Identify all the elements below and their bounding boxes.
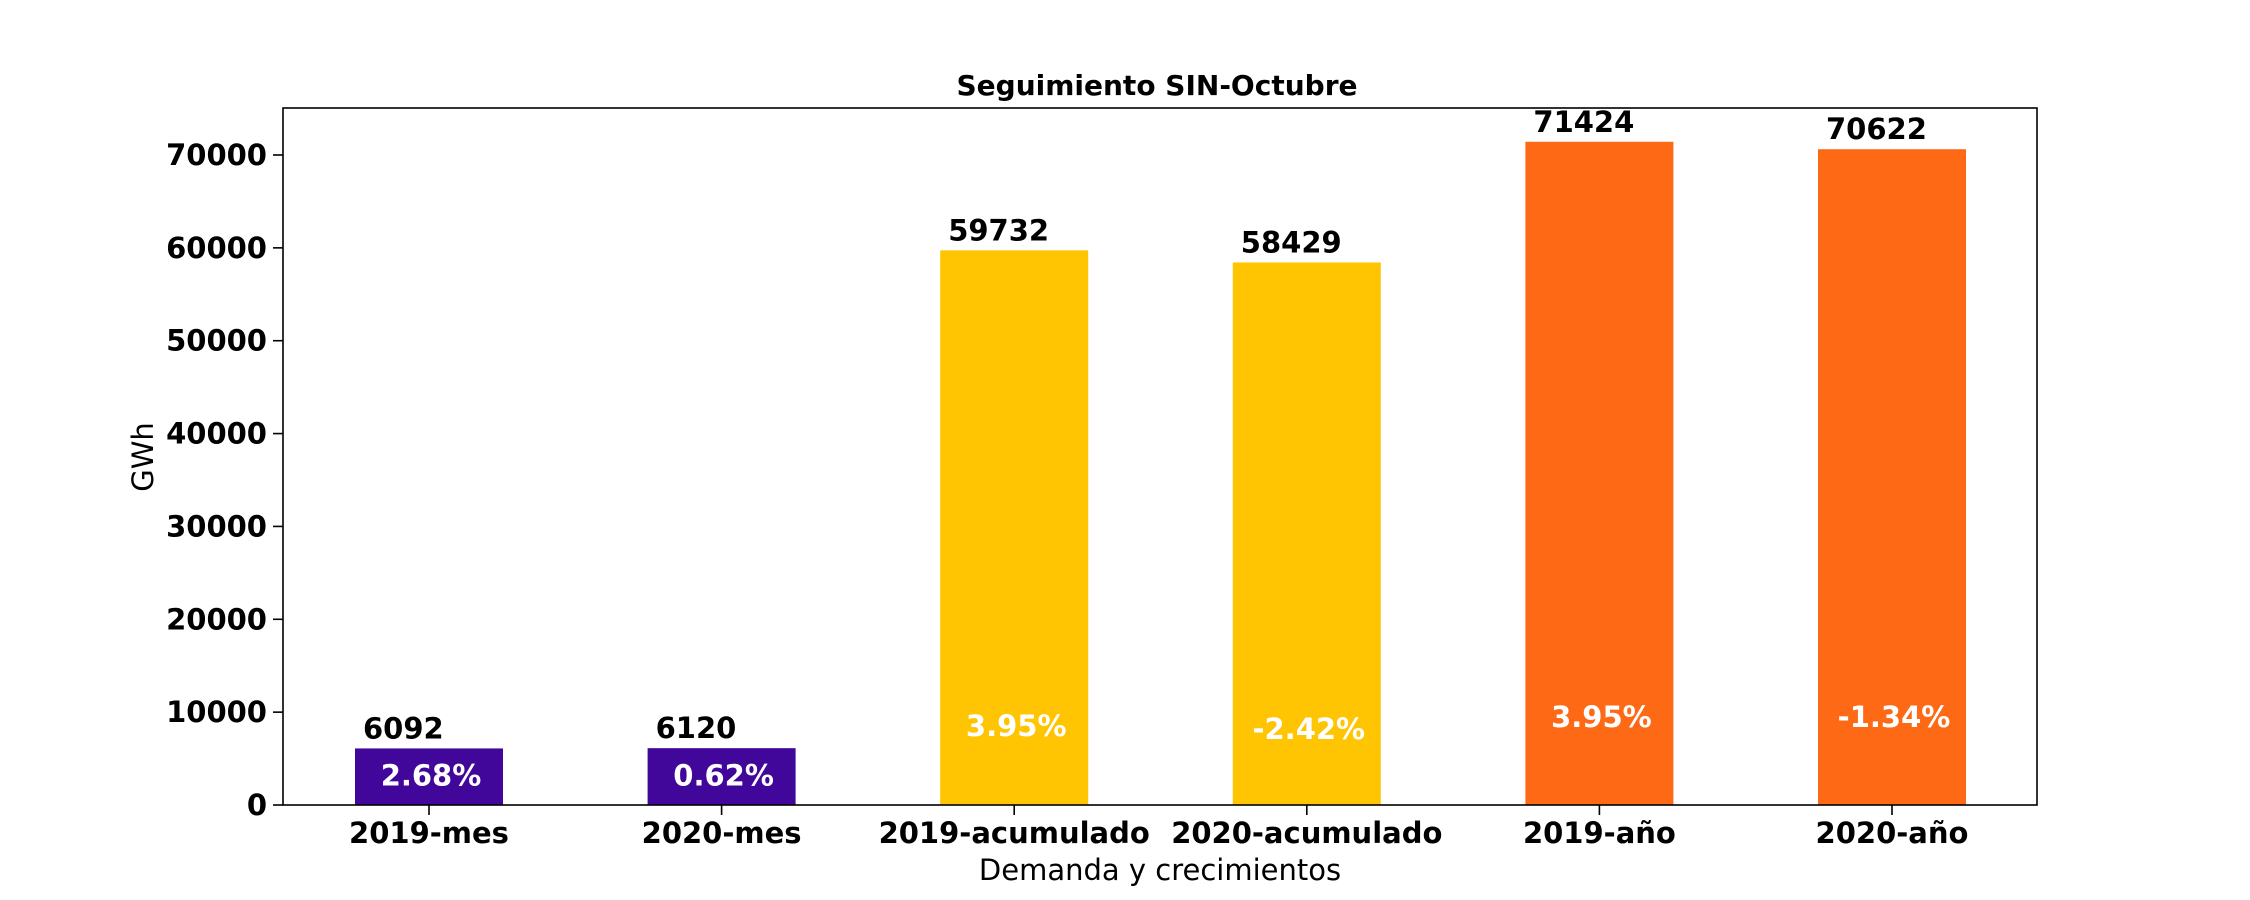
y-tick-label: 20000 <box>166 602 267 636</box>
y-tick-label: 60000 <box>166 231 267 265</box>
y-tick-label: 30000 <box>166 509 267 543</box>
y-axis-title: GWh <box>126 422 160 492</box>
value-labels: 6092 6120 59732 58429 71424 70622 <box>363 105 1927 746</box>
value-label: 59732 <box>948 213 1049 247</box>
bar <box>647 748 796 805</box>
x-tick-label: 2020-acumulado <box>1171 816 1442 850</box>
bars-group <box>355 141 1966 806</box>
growth-label: 3.95% <box>1551 700 1652 734</box>
value-label: 6092 <box>363 711 444 745</box>
y-tick-label: 10000 <box>166 695 267 729</box>
growth-label: 3.95% <box>966 709 1067 743</box>
bar <box>940 250 1089 806</box>
y-tick-label: 70000 <box>166 138 267 172</box>
y-tick-label: 40000 <box>166 417 267 451</box>
y-tick-label: 50000 <box>166 324 267 358</box>
x-tick-label: 2019-mes <box>349 816 509 850</box>
x-axis-title: Demanda y crecimientos <box>979 853 1341 887</box>
growth-label: -1.34% <box>1838 700 1951 734</box>
value-label: 58429 <box>1241 225 1342 259</box>
growth-label: 2.68% <box>381 758 482 792</box>
bar <box>1818 149 1966 805</box>
x-tick-label: 2019-acumulado <box>879 816 1150 850</box>
plot-frame <box>282 107 2038 806</box>
value-label: 71424 <box>1533 105 1634 139</box>
growth-label: -2.42% <box>1252 712 1365 746</box>
bar <box>1232 262 1381 805</box>
chart-title: Seguimiento SIN-Octubre <box>957 69 1358 102</box>
bar <box>1525 141 1674 805</box>
y-tick-label: 0 <box>247 788 267 822</box>
bar <box>355 748 503 805</box>
value-label: 6120 <box>656 711 737 745</box>
value-label: 70622 <box>1826 112 1927 146</box>
x-tick-label: 2020-mes <box>642 816 802 850</box>
growth-labels: 2.68% 0.62% 3.95% -2.42% 3.95% -1.34% <box>381 700 1951 793</box>
growth-label: 0.62% <box>673 758 774 792</box>
x-tick-label: 2019-año <box>1523 816 1676 850</box>
x-tick-label: 2020-año <box>1816 816 1969 850</box>
x-axis: 2019-mes 2020-mes 2019-acumulado 2020-acumu… <box>349 805 1968 850</box>
y-axis: 0 10000 20000 30000 40000 50000 60000 70000 <box>166 138 283 822</box>
